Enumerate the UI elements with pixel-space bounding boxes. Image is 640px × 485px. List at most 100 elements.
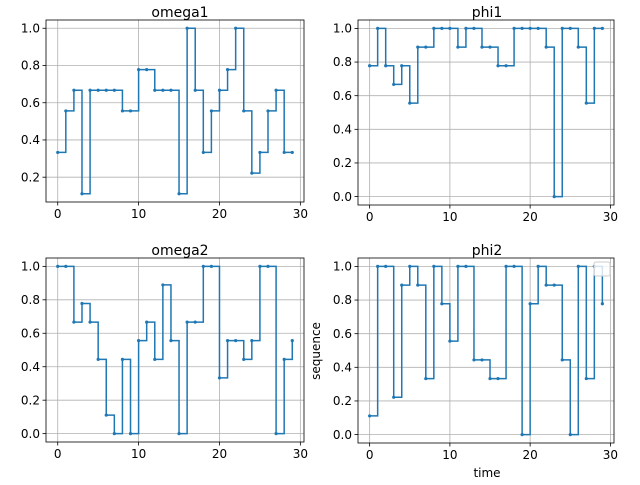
data-point	[504, 264, 508, 269]
data-point	[384, 264, 388, 269]
series-step-line	[369, 265, 604, 436]
y-tick-label: 0.4	[333, 123, 352, 137]
data-point	[520, 432, 524, 437]
data-point	[488, 376, 492, 381]
data-point	[544, 45, 548, 49]
data-point	[112, 432, 116, 436]
x-tick-label: 0	[366, 448, 374, 462]
series-markers	[56, 26, 294, 196]
data-point	[185, 26, 189, 30]
data-point	[72, 320, 76, 324]
data-point	[440, 302, 444, 306]
y-tick-label: 0.4	[333, 361, 352, 375]
x-tick-label: 0	[54, 207, 62, 221]
legend-box	[593, 261, 611, 277]
data-point	[440, 26, 444, 31]
x-tick-label: 20	[522, 448, 537, 462]
data-point	[193, 88, 197, 92]
data-point	[592, 26, 596, 31]
data-point	[368, 414, 372, 418]
data-point	[528, 302, 532, 306]
data-point	[96, 88, 100, 92]
data-point	[120, 109, 125, 113]
data-point	[234, 26, 238, 30]
axes-frame	[45, 19, 305, 203]
data-point	[576, 45, 580, 49]
y-tick-label: 1.0	[333, 22, 352, 36]
data-point	[169, 339, 173, 343]
data-point	[504, 64, 508, 68]
y-tick-label: 0.6	[21, 96, 40, 110]
data-point	[145, 320, 149, 324]
subplot-title: omega2	[151, 243, 208, 259]
data-point	[472, 26, 476, 31]
ticks: 0 10 20 30 0.0 0.2 0.4 0.6 0.8 1.0	[333, 22, 618, 224]
x-tick-label: 10	[442, 448, 457, 462]
subplot-title: phi1	[472, 5, 503, 21]
data-point	[250, 171, 254, 175]
ticks: 0 10 20 30 0.0 0.2 0.4 0.6 0.8 1.0	[21, 260, 308, 461]
data-point	[242, 109, 246, 113]
data-point	[464, 264, 468, 269]
data-point	[169, 88, 173, 92]
data-point	[225, 339, 230, 343]
data-point	[242, 357, 246, 361]
data-point	[368, 64, 372, 68]
data-point	[104, 413, 108, 417]
data-point	[416, 45, 420, 49]
data-point	[448, 339, 452, 343]
y-tick-label: 0.6	[333, 327, 352, 341]
y-tick-label: 1.0	[21, 260, 40, 274]
subplot-phi2: phi2 time sequence 0 10 20 30 0.0 0.2 0.4 0.6 0.…	[309, 243, 618, 480]
data-point	[64, 264, 68, 268]
subplot-phi1: phi1 0 10 20 30 0.0 0.2 0.4 0.6 0.8 1.0	[333, 5, 618, 224]
data-point	[408, 101, 412, 105]
data-point	[234, 339, 238, 343]
data-point	[290, 339, 294, 343]
data-point	[600, 26, 604, 31]
data-point	[282, 357, 286, 361]
data-point	[96, 357, 100, 361]
data-point	[193, 320, 197, 324]
data-point	[161, 283, 165, 287]
data-point	[512, 26, 516, 31]
data-point	[72, 88, 76, 92]
x-tick-label: 30	[293, 207, 308, 221]
data-point	[384, 64, 388, 68]
y-tick-label: 0.8	[333, 55, 352, 69]
data-point	[400, 283, 404, 287]
data-point	[424, 45, 428, 49]
subplot-omega1: omega1 0 10 20 30 0.2 0.4 0.6 0.8 1.0	[21, 5, 308, 221]
data-point	[600, 302, 604, 306]
x-tick-label: 10	[131, 207, 146, 221]
data-point	[201, 264, 205, 268]
ticks: 0 10 20 30 0.2 0.4 0.6 0.8 1.0	[21, 21, 308, 221]
data-point	[137, 339, 141, 343]
axes-frame	[45, 257, 305, 443]
data-point	[88, 320, 92, 324]
gridlines	[358, 20, 614, 205]
data-point	[584, 101, 588, 105]
data-point	[424, 376, 428, 381]
data-point	[552, 194, 556, 199]
series-markers	[368, 26, 604, 199]
data-point	[145, 67, 149, 72]
data-point	[456, 264, 460, 269]
data-point	[177, 432, 181, 436]
data-point	[201, 150, 205, 155]
data-point	[282, 150, 286, 155]
data-point	[432, 26, 436, 31]
subplot-title: omega1	[151, 5, 208, 21]
data-point	[544, 283, 548, 287]
y-tick-label: 0.6	[21, 326, 40, 340]
data-point	[185, 320, 189, 324]
y-tick-label: 0.8	[21, 59, 40, 73]
data-point	[128, 109, 133, 113]
data-point	[416, 283, 420, 287]
data-point	[448, 26, 452, 31]
y-axis-label: sequence	[309, 322, 323, 380]
data-point	[496, 64, 500, 68]
data-point	[560, 358, 564, 362]
